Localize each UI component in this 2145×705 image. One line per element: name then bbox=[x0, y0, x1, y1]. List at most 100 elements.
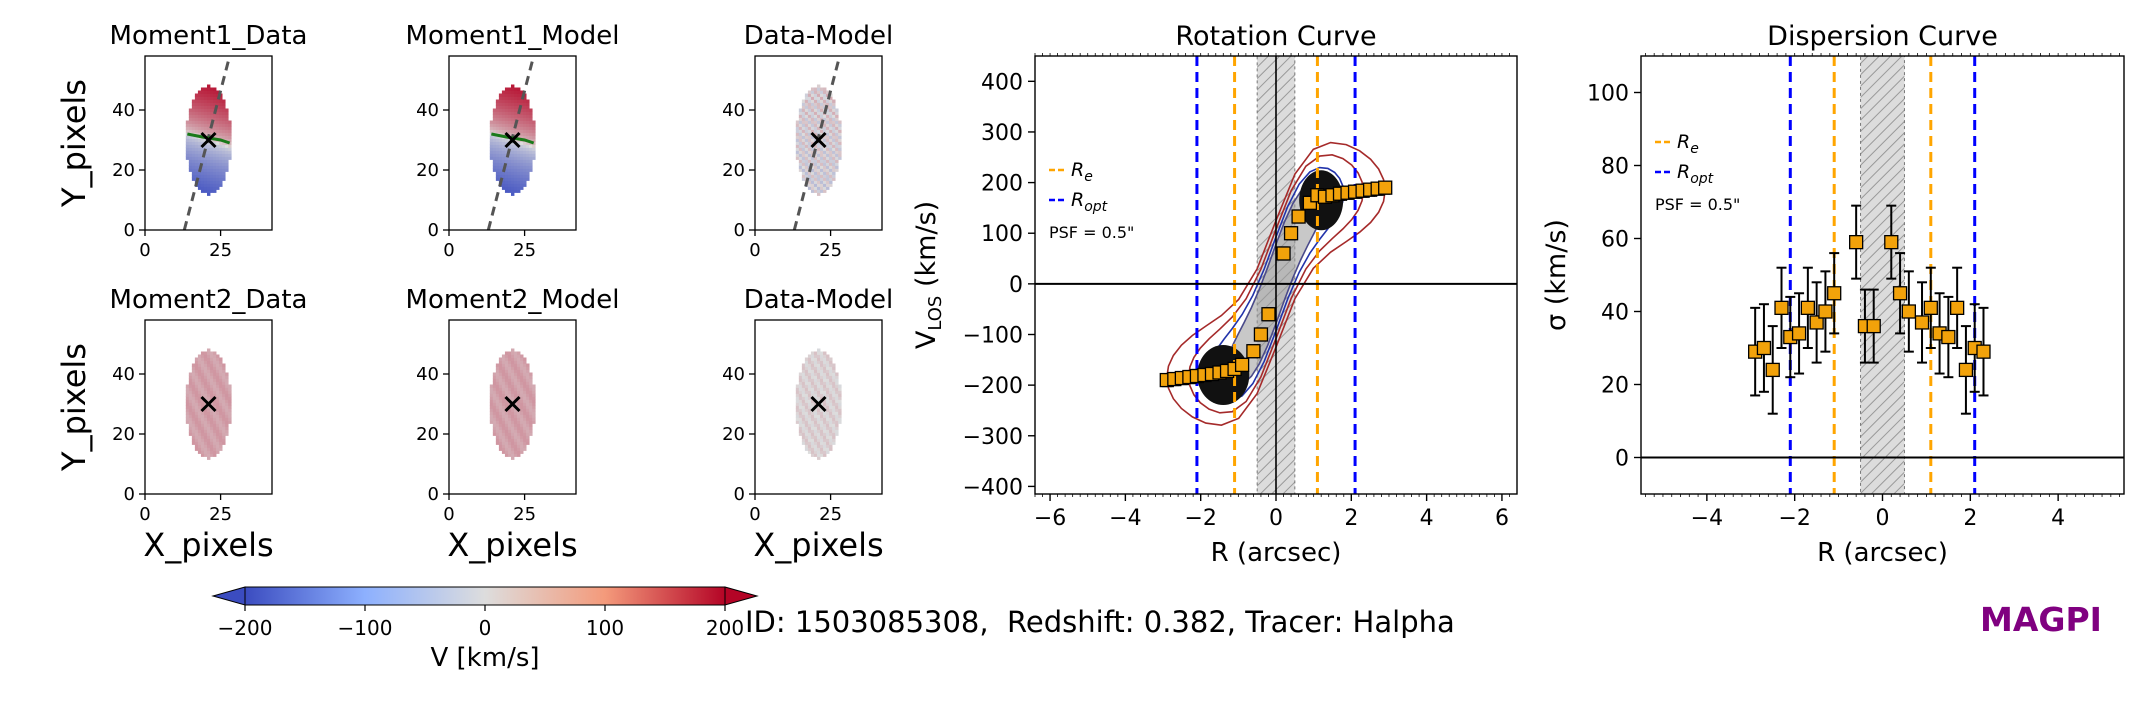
colorbar-extend-low bbox=[211, 586, 246, 606]
dispersion-data-point bbox=[1914, 315, 1930, 330]
dispersion-x-tick-label: 2 bbox=[1963, 506, 1977, 531]
colorbar-tick-label: 100 bbox=[586, 616, 624, 640]
x-tick-label: 25 bbox=[209, 240, 232, 261]
map-panel-title: Data-Model bbox=[744, 285, 894, 315]
y-tick-label: 20 bbox=[112, 424, 135, 445]
dispersion-ylabel: σ (km/s) bbox=[1541, 219, 1572, 331]
map-ylabel: Y_pixels bbox=[55, 79, 93, 208]
caption-tracer: Tracer: Halpha bbox=[1245, 605, 1455, 639]
rotation-y-tick-label: 400 bbox=[981, 70, 1023, 95]
y-tick-label: 20 bbox=[416, 424, 439, 445]
rotation-title: Rotation Curve bbox=[1175, 21, 1376, 52]
dispersion-data-point bbox=[1892, 286, 1908, 301]
rotation-y-tick-label: 300 bbox=[981, 121, 1023, 146]
x-tick-label: 0 bbox=[139, 504, 150, 525]
y-tick-label: 0 bbox=[734, 484, 745, 505]
dispersion-data-point bbox=[1958, 362, 1974, 378]
rotation-data-point bbox=[1261, 307, 1276, 322]
colorbar-tick-label: 0 bbox=[479, 616, 492, 640]
map-panel-frame bbox=[144, 55, 273, 231]
rotation-legend-re: Re bbox=[1071, 159, 1093, 185]
map-panel-title: Moment2_Data bbox=[110, 285, 308, 315]
dispersion-legend-psf: PSF = 0.5" bbox=[1655, 195, 1740, 214]
dispersion-x-tick-label: 4 bbox=[2051, 506, 2065, 531]
map-xlabel: X_pixels bbox=[753, 526, 883, 564]
rotation-data-point bbox=[1378, 180, 1393, 195]
colorbar bbox=[244, 586, 726, 606]
center-marker bbox=[200, 395, 217, 413]
colorbar-extend-high bbox=[724, 586, 759, 606]
rotation-y-tick-label: 200 bbox=[981, 172, 1023, 197]
dispersion-y-tick-label: 0 bbox=[1615, 447, 1629, 472]
map-panel-6-pixels bbox=[795, 348, 842, 460]
dispersion-xlabel: R (arcsec) bbox=[1817, 538, 1948, 568]
dispersion-data-point bbox=[1774, 300, 1789, 316]
x-tick-label: 0 bbox=[443, 240, 454, 261]
map-panel-title: Moment1_Model bbox=[406, 21, 620, 51]
dispersion-x-tick-label: −2 bbox=[1778, 506, 1810, 531]
center-marker bbox=[504, 395, 521, 413]
map-panel-title: Moment1_Data bbox=[110, 21, 308, 51]
dispersion-x-tick-label: 0 bbox=[1876, 506, 1890, 531]
map-panel-frame bbox=[448, 319, 577, 495]
dispersion-y-tick-label: 100 bbox=[1587, 82, 1629, 107]
dispersion-data-point bbox=[1756, 340, 1772, 356]
map-panel-frame bbox=[754, 55, 883, 231]
y-tick-label: 0 bbox=[124, 484, 135, 505]
dispersion-y-tick-label: 40 bbox=[1601, 301, 1629, 326]
rotation-x-tick-label: −2 bbox=[1184, 506, 1216, 531]
rotation-y-tick-label: −100 bbox=[963, 323, 1023, 348]
caption-id: ID: 1503085308 bbox=[745, 605, 980, 639]
dispersion-data-point bbox=[1765, 362, 1780, 378]
y-tick-label: 40 bbox=[722, 364, 745, 385]
rotation-x-tick-label: −4 bbox=[1109, 506, 1141, 531]
y-tick-label: 20 bbox=[112, 160, 135, 181]
y-tick-label: 20 bbox=[722, 160, 745, 181]
caption-redshift: Redshift: 0.382 bbox=[1007, 605, 1227, 639]
rotation-x-tick-label: 2 bbox=[1344, 506, 1358, 531]
rotation-y-tick-label: 100 bbox=[981, 222, 1023, 247]
rotation-data-point bbox=[1246, 344, 1261, 359]
magpi-logo: MAGPI bbox=[1980, 600, 2102, 639]
y-tick-label: 40 bbox=[416, 364, 439, 385]
dispersion-data-point bbox=[1809, 315, 1824, 330]
y-tick-label: 0 bbox=[428, 220, 439, 241]
map-panel-4-pixels bbox=[185, 348, 232, 460]
map-ylabel: Y_pixels bbox=[55, 343, 93, 472]
x-tick-label: 0 bbox=[139, 240, 150, 261]
x-tick-label: 25 bbox=[513, 504, 536, 525]
map-panel-frame bbox=[448, 55, 577, 231]
map-panel-frame bbox=[754, 319, 883, 495]
map-panel-title: Moment2_Model bbox=[406, 285, 620, 315]
dispersion-data-point bbox=[1791, 326, 1807, 341]
dispersion-psf-band bbox=[1860, 55, 1905, 495]
rotation-ylabel: VLOS (km/s) bbox=[911, 201, 946, 349]
rotation-data-point bbox=[1283, 226, 1299, 241]
map-panel-3-pixels bbox=[795, 84, 842, 196]
rotation-x-tick-label: 0 bbox=[1269, 506, 1283, 531]
dispersion-data-point bbox=[1866, 318, 1881, 334]
y-tick-label: 0 bbox=[734, 220, 745, 241]
dispersion-data-point bbox=[1849, 234, 1864, 250]
rotation-legend-psf: PSF = 0.5" bbox=[1049, 223, 1134, 242]
center-marker bbox=[200, 131, 217, 149]
rotation-data-point bbox=[1291, 209, 1306, 224]
rotation-y-tick-label: −400 bbox=[963, 475, 1023, 500]
map-panel-title: Data-Model bbox=[744, 21, 894, 51]
x-tick-label: 25 bbox=[209, 504, 232, 525]
rotation-x-tick-label: −6 bbox=[1034, 506, 1066, 531]
rotation-data-point bbox=[1234, 357, 1250, 373]
colorbar-tick-label: −200 bbox=[218, 616, 273, 640]
dispersion-data-point bbox=[1884, 234, 1899, 250]
y-tick-label: 40 bbox=[112, 100, 135, 121]
colorbar-label: V [km/s] bbox=[430, 643, 539, 673]
dispersion-title: Dispersion Curve bbox=[1767, 21, 1998, 52]
dispersion-data-point bbox=[1923, 300, 1938, 316]
x-tick-label: 25 bbox=[513, 240, 536, 261]
rotation-y-tick-label: −300 bbox=[963, 425, 1023, 450]
y-tick-label: 20 bbox=[722, 424, 745, 445]
map-xlabel: X_pixels bbox=[447, 526, 577, 564]
dispersion-data-point bbox=[1949, 300, 1965, 316]
center-marker bbox=[504, 131, 521, 149]
